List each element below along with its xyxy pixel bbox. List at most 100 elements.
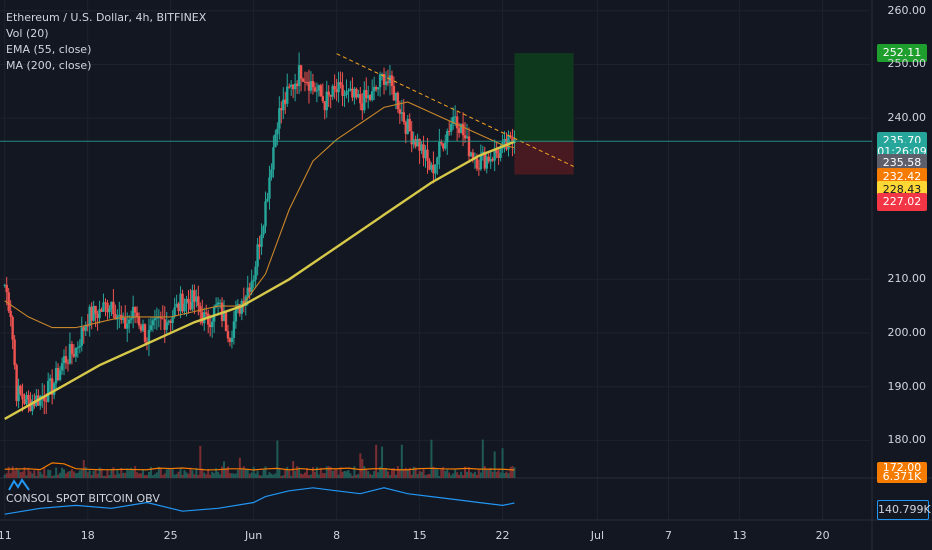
- volume-bar: [388, 475, 391, 478]
- obv-indicator-label[interactable]: CONSOL SPOT BITCOIN OBV: [6, 492, 160, 505]
- ma-indicator-label[interactable]: MA (200, close): [6, 59, 92, 72]
- volume-bar: [102, 475, 105, 478]
- volume-bar: [300, 473, 303, 478]
- volume-bar: [246, 468, 249, 478]
- candle-body: [179, 293, 182, 312]
- volume-bar: [357, 474, 360, 478]
- volume-bar: [495, 471, 498, 478]
- candle-body: [378, 74, 382, 88]
- candle-body: [493, 148, 496, 161]
- volume-bar: [335, 468, 338, 478]
- candle-body: [436, 157, 439, 165]
- volume-bar: [211, 471, 214, 478]
- candle-body: [272, 147, 275, 170]
- candle-body: [25, 394, 28, 404]
- candle-body: [428, 160, 431, 170]
- candle-body: [384, 81, 388, 85]
- volume-bar: [126, 468, 129, 478]
- candle-body: [440, 141, 443, 144]
- x-tick-label: 18: [80, 529, 95, 542]
- x-tick-label: Jul: [590, 529, 605, 542]
- volume-bar: [256, 470, 259, 478]
- candle-body: [173, 307, 176, 317]
- volume-bar: [203, 472, 206, 478]
- candle-body: [477, 168, 481, 170]
- candle-body: [260, 234, 263, 247]
- candle-body: [309, 81, 313, 91]
- candle-body: [13, 339, 16, 366]
- candle-body: [325, 91, 328, 111]
- candle-body: [286, 86, 289, 104]
- volume-bar: [197, 475, 200, 478]
- volume-bar: [72, 471, 75, 478]
- candle-body: [246, 287, 249, 297]
- volume-bar: [116, 470, 119, 478]
- candle-body: [345, 91, 348, 95]
- volume-bar: [313, 471, 316, 478]
- candle-body: [463, 135, 467, 139]
- candle-body: [372, 87, 376, 92]
- volume-bar: [428, 473, 431, 478]
- candle-body: [469, 152, 473, 157]
- volume-bar: [454, 469, 457, 478]
- candle-body: [141, 324, 145, 331]
- volume-bar: [221, 466, 224, 478]
- volume-bar: [260, 475, 263, 478]
- candle-body: [139, 325, 143, 331]
- volume-bar: [33, 470, 36, 478]
- chart-legend: Ethereum / U.S. Dollar, 4h, BITFINEX Vol…: [6, 10, 206, 74]
- volume-bar: [236, 469, 239, 478]
- volume-bar: [165, 469, 168, 478]
- volume-bar: [250, 472, 253, 478]
- volume-bar: [383, 468, 386, 478]
- volume-bar: [199, 445, 202, 478]
- volume-bar: [282, 475, 285, 478]
- volume-bar: [132, 469, 135, 478]
- candle-body: [491, 159, 494, 161]
- candle-body: [291, 84, 295, 90]
- volume-bar: [497, 470, 500, 478]
- candle-body: [262, 226, 265, 235]
- volume-bar: [432, 466, 435, 478]
- volume-bar: [234, 473, 237, 478]
- candle-body: [161, 318, 164, 320]
- candle-body: [238, 304, 242, 314]
- volume-bar: [355, 474, 358, 478]
- candle-body: [370, 91, 374, 100]
- volume-bar: [402, 469, 405, 478]
- candle-body: [159, 316, 163, 319]
- volume-bar: [63, 469, 66, 478]
- volume-bar: [456, 472, 459, 478]
- ema55-line: [4, 101, 515, 329]
- volume-bar: [144, 475, 146, 478]
- volume-bar: [499, 472, 502, 478]
- volume-bar: [268, 472, 271, 478]
- volume-bar: [13, 470, 16, 478]
- candle-body: [400, 112, 404, 114]
- volume-bar: [130, 467, 133, 478]
- candle-body: [43, 395, 46, 401]
- candle-body: [224, 312, 228, 332]
- candle-body: [376, 87, 380, 90]
- price-tag: 252.11: [877, 44, 927, 63]
- chart-title: Ethereum / U.S. Dollar, 4h, BITFINEX: [6, 11, 207, 24]
- volume-indicator-label[interactable]: Vol (20): [6, 27, 49, 40]
- volume-bar: [29, 471, 32, 478]
- volume-bar: [485, 469, 488, 478]
- candle-body: [495, 148, 498, 154]
- volume-bar: [446, 468, 449, 478]
- volume-bar: [53, 475, 56, 478]
- volume-bar: [149, 466, 152, 478]
- candle-body: [293, 83, 297, 90]
- volume-bar: [112, 467, 115, 478]
- candle-body: [232, 321, 236, 338]
- y-tick-label: 190.00: [887, 379, 927, 393]
- candle-body: [106, 302, 109, 313]
- candle-body: [396, 92, 400, 110]
- candle-body: [5, 284, 8, 293]
- candle-body: [230, 337, 234, 342]
- volume-bar: [205, 474, 208, 478]
- ema-indicator-label[interactable]: EMA (55, close): [6, 43, 92, 56]
- candle-body: [392, 86, 396, 101]
